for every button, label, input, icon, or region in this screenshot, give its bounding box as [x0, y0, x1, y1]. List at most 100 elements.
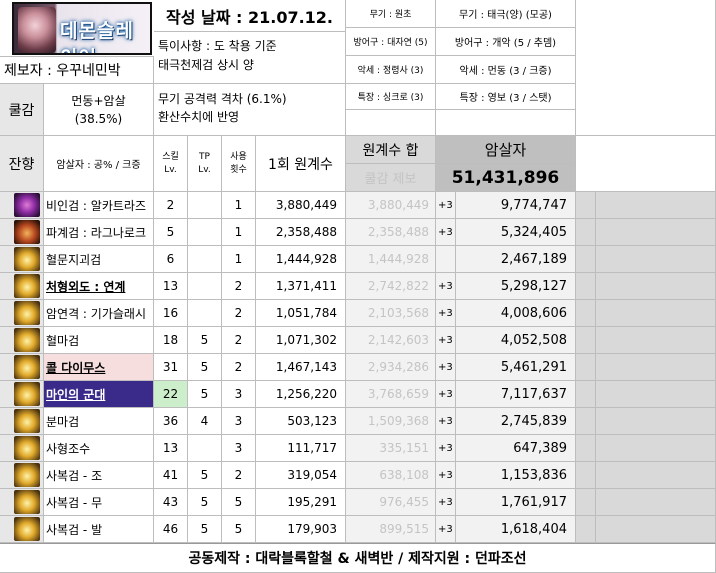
skill-name: 처형외도 : 연계: [44, 273, 154, 300]
plus-level: [436, 246, 456, 273]
row-icon-cell: [0, 435, 44, 462]
row-icon-cell: [0, 192, 44, 219]
skill-icon: [14, 274, 40, 298]
use-count: 2: [222, 462, 256, 489]
sum-coefficient: 3,880,449: [346, 192, 436, 219]
skill-name: 사형조수: [44, 435, 154, 462]
col-hit-header: 1회 원계수: [256, 136, 346, 192]
gear-left-2: 방어구 : 대자연 (5): [346, 28, 436, 56]
skill-icon: [14, 436, 40, 460]
row-icon-cell: [0, 462, 44, 489]
blank-cell: [596, 300, 716, 327]
plus-level: +3: [436, 381, 456, 408]
skill-name: 혈마검: [44, 327, 154, 354]
gear-right-1: 무기 : 태극(양) (모공): [436, 0, 576, 28]
assassin-value: 647,389: [456, 435, 576, 462]
hit-coefficient: 1,051,784: [256, 300, 346, 327]
blank-cell: [596, 192, 716, 219]
blank-cell: [576, 354, 596, 381]
blank-cell: [596, 408, 716, 435]
blank-cell: [596, 219, 716, 246]
skill-name: 사복검 - 발: [44, 516, 154, 543]
assassin-value: 7,117,637: [456, 381, 576, 408]
tp-level: [188, 273, 222, 300]
skill-name: 혈문지괴검: [44, 246, 154, 273]
blank-cell: [576, 462, 596, 489]
blank-cell: [596, 435, 716, 462]
row-icon-cell: [0, 300, 44, 327]
side-label: 잔향: [0, 136, 44, 192]
blank-cell: [596, 246, 716, 273]
author-label: 제보자 : 우꾸네민박: [0, 56, 154, 84]
note-box-2: 무기 공격력 격차 (6.1%) 환산수치에 반영: [154, 84, 346, 136]
use-count: 1: [222, 192, 256, 219]
skill-icon: [14, 328, 40, 352]
skill-level: 13: [154, 273, 188, 300]
date-label: 작성 날짜 : 21.07.12.: [154, 0, 346, 32]
sum-coefficient: 2,103,568: [346, 300, 436, 327]
tp-level: 5: [188, 516, 222, 543]
plus-level: +3: [436, 462, 456, 489]
use-count: 3: [222, 408, 256, 435]
gear-left-3: 악세 : 정령사 (3): [346, 56, 436, 84]
note-line-2: 태극천제검 상시 양: [158, 58, 254, 72]
assassin-value: 4,052,508: [456, 327, 576, 354]
tp-level: [188, 219, 222, 246]
blank-cell: [576, 192, 596, 219]
sum-coefficient: 335,151: [346, 435, 436, 462]
coolreduce-value-line2: (38.5%): [74, 111, 123, 126]
blank-cell: [596, 327, 716, 354]
sum-coefficient: 976,455: [346, 489, 436, 516]
row-icon-cell: [0, 273, 44, 300]
blank-cell: [576, 219, 596, 246]
assassin-value: 5,324,405: [456, 219, 576, 246]
blank-cell: [576, 300, 596, 327]
plus-level: +3: [436, 192, 456, 219]
skill-name: 콜 다이무스: [44, 354, 154, 381]
skill-level: 13: [154, 435, 188, 462]
col-skill-header: 암살자 : 공% / 크증: [44, 136, 154, 192]
use-count: 2: [222, 354, 256, 381]
blank-cell: [576, 489, 596, 516]
tp-level: 5: [188, 327, 222, 354]
skill-icon: [14, 409, 40, 433]
skill-icon: [14, 355, 40, 379]
tp-level: [188, 435, 222, 462]
logo-text: 데몬슬레이어: [60, 20, 134, 53]
skill-icon: [14, 193, 40, 217]
plus-level: +3: [436, 300, 456, 327]
row-icon-cell: [0, 381, 44, 408]
assassin-value: 1,761,917: [456, 489, 576, 516]
col-sklv-header: 스킬 Lv.: [154, 136, 188, 192]
blank-cell: [596, 354, 716, 381]
col-tplv-header: TP Lv.: [188, 136, 222, 192]
skill-name: 파계검 : 라그나로크: [44, 219, 154, 246]
hit-coefficient: 1,371,411: [256, 273, 346, 300]
row-icon-cell: [0, 408, 44, 435]
row-icon-cell: [0, 219, 44, 246]
blank-cell: [576, 246, 596, 273]
blank-cell: [596, 381, 716, 408]
hit-coefficient: 1,256,220: [256, 381, 346, 408]
skill-level: 18: [154, 327, 188, 354]
blank-cell: [576, 516, 596, 543]
tp-level: [188, 300, 222, 327]
assassin-value: 5,461,291: [456, 354, 576, 381]
hit-coefficient: 319,054: [256, 462, 346, 489]
tp-level: [188, 246, 222, 273]
use-count: 2: [222, 327, 256, 354]
header-blank-right: [576, 0, 716, 136]
assassin-value: 2,745,839: [456, 408, 576, 435]
skill-name: 분마검: [44, 408, 154, 435]
plus-level: +3: [436, 408, 456, 435]
blank-cell: [596, 516, 716, 543]
row-icon-cell: [0, 246, 44, 273]
skill-level: 2: [154, 192, 188, 219]
hit-coefficient: 111,717: [256, 435, 346, 462]
plus-level: +3: [436, 219, 456, 246]
plus-level: +3: [436, 354, 456, 381]
sum-coefficient: 2,934,286: [346, 354, 436, 381]
skill-name: 비인검 : 알카트라즈: [44, 192, 154, 219]
sum-coefficient: 3,768,659: [346, 381, 436, 408]
